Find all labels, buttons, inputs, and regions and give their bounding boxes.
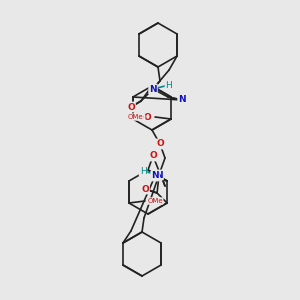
Text: O: O bbox=[149, 152, 157, 160]
Text: OMe: OMe bbox=[147, 198, 163, 204]
Text: OMe: OMe bbox=[127, 114, 143, 120]
Text: O: O bbox=[156, 140, 164, 148]
Text: N: N bbox=[151, 172, 159, 181]
Text: O: O bbox=[127, 103, 135, 112]
Text: H: H bbox=[166, 80, 172, 89]
Text: N: N bbox=[155, 170, 163, 179]
Text: N: N bbox=[178, 95, 186, 104]
Text: H: H bbox=[140, 167, 146, 176]
Text: O: O bbox=[143, 112, 151, 122]
Text: N: N bbox=[149, 85, 157, 94]
Text: O: O bbox=[141, 184, 149, 194]
Text: methoxy: methoxy bbox=[127, 115, 145, 119]
